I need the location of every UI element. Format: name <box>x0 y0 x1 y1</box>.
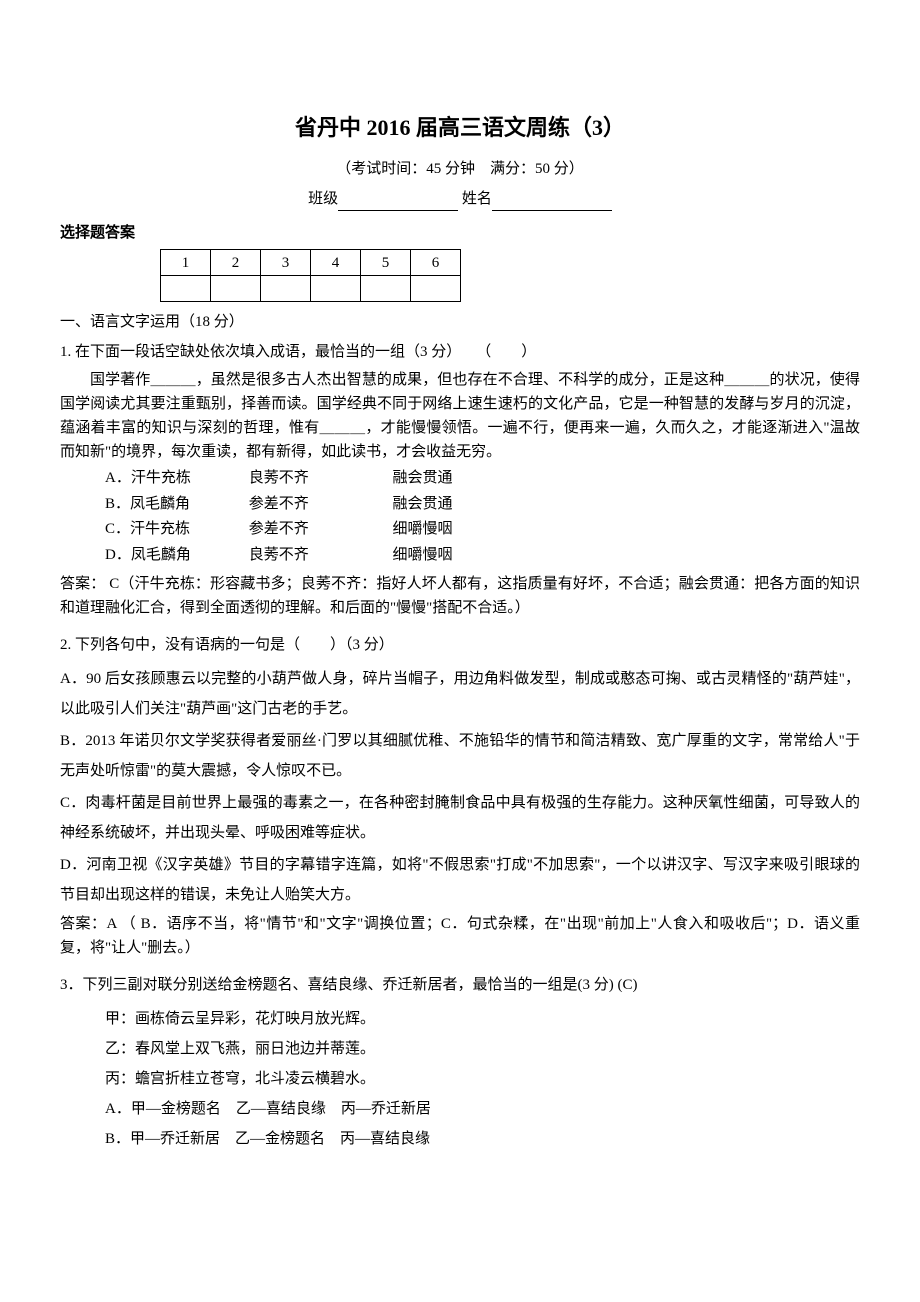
option-b: B．凤毛麟角 参差不齐 融会贯通 <box>105 492 860 518</box>
q3-bing: 丙：蟾宫折桂立苍穹，北斗凌云横碧水。 <box>105 1064 860 1094</box>
q2-stem: 2. 下列各句中，没有语病的一句是（ ）（3 分） <box>60 630 860 660</box>
option-d: D．凤毛麟角 良莠不齐 细嚼慢咽 <box>105 543 860 569</box>
page-title: 省丹中 2016 届高三语文周练（3） <box>60 110 860 145</box>
table-cell: 2 <box>211 250 261 276</box>
answer-header: 选择题答案 <box>60 221 860 245</box>
q3-jia: 甲：画栋倚云呈异彩，花灯映月放光辉。 <box>105 1004 860 1034</box>
option-c: C．汗牛充栋 参差不齐 细嚼慢咽 <box>105 517 860 543</box>
q2-option-c: C．肉毒杆菌是目前世界上最强的毒素之一，在各种密封腌制食品中具有极强的生存能力。… <box>60 788 860 848</box>
answer-table: 1 2 3 4 5 6 <box>160 249 461 302</box>
table-cell <box>211 276 261 302</box>
q1-options: A．汗牛充栋 良莠不齐 融会贯通 B．凤毛麟角 参差不齐 融会贯通 C．汗牛充栋… <box>105 466 860 568</box>
table-cell: 5 <box>361 250 411 276</box>
table-cell <box>361 276 411 302</box>
q1-answer: 答案： C（汗牛充栋：形容藏书多；良莠不齐：指好人坏人都有，这指质量有好坏，不合… <box>60 572 860 620</box>
q2-option-d: D．河南卫视《汉字英雄》节目的字幕错字连篇，如将"不假思索"打成"不加思索"，一… <box>60 850 860 910</box>
name-blank <box>492 196 612 211</box>
q2-answer: 答案：A （ B．语序不当，将"情节"和"文字"调换位置；C．句式杂糅，在"出现… <box>60 912 860 960</box>
table-row <box>161 276 461 302</box>
q2-option-a: A．90 后女孩顾惠云以完整的小葫芦做人身，碎片当帽子，用边角料做发型，制成或憨… <box>60 664 860 724</box>
table-cell <box>411 276 461 302</box>
table-cell: 4 <box>311 250 361 276</box>
q2-option-b: B．2013 年诺贝尔文学奖获得者爱丽丝·门罗以其细腻优稚、不施铅华的情节和简洁… <box>60 726 860 786</box>
section-heading: 一、语言文字运用（18 分） <box>60 310 860 334</box>
q1-paragraph: 国学著作＿＿＿，虽然是很多古人杰出智慧的成果，但也存在不合理、不科学的成分，正是… <box>60 368 860 464</box>
q3-option-b: B．甲—乔迁新居 乙—金榜题名 丙—喜结良缘 <box>105 1124 860 1154</box>
table-cell: 6 <box>411 250 461 276</box>
name-line: 班级 姓名 <box>60 187 860 211</box>
q3-stem: 3．下列三副对联分别送给金榜题名、喜结良缘、乔迁新居者，最恰当的一组是(3 分)… <box>60 970 860 1000</box>
table-cell <box>161 276 211 302</box>
option-a: A．汗牛充栋 良莠不齐 融会贯通 <box>105 466 860 492</box>
table-cell: 1 <box>161 250 211 276</box>
class-label: 班级 <box>308 191 338 207</box>
q1-stem: 1. 在下面一段话空缺处依次填入成语，最恰当的一组（3 分） （ ） <box>60 340 860 364</box>
exam-info: （考试时间：45 分钟 满分：50 分） <box>60 157 860 181</box>
table-cell <box>311 276 361 302</box>
q3-option-a: A．甲—金榜题名 乙—喜结良缘 丙—乔迁新居 <box>105 1094 860 1124</box>
table-cell <box>261 276 311 302</box>
class-blank <box>338 196 458 211</box>
table-cell: 3 <box>261 250 311 276</box>
table-row: 1 2 3 4 5 6 <box>161 250 461 276</box>
name-label: 姓名 <box>462 191 492 207</box>
q3-yi: 乙：春风堂上双飞燕，丽日池边并蒂莲。 <box>105 1034 860 1064</box>
